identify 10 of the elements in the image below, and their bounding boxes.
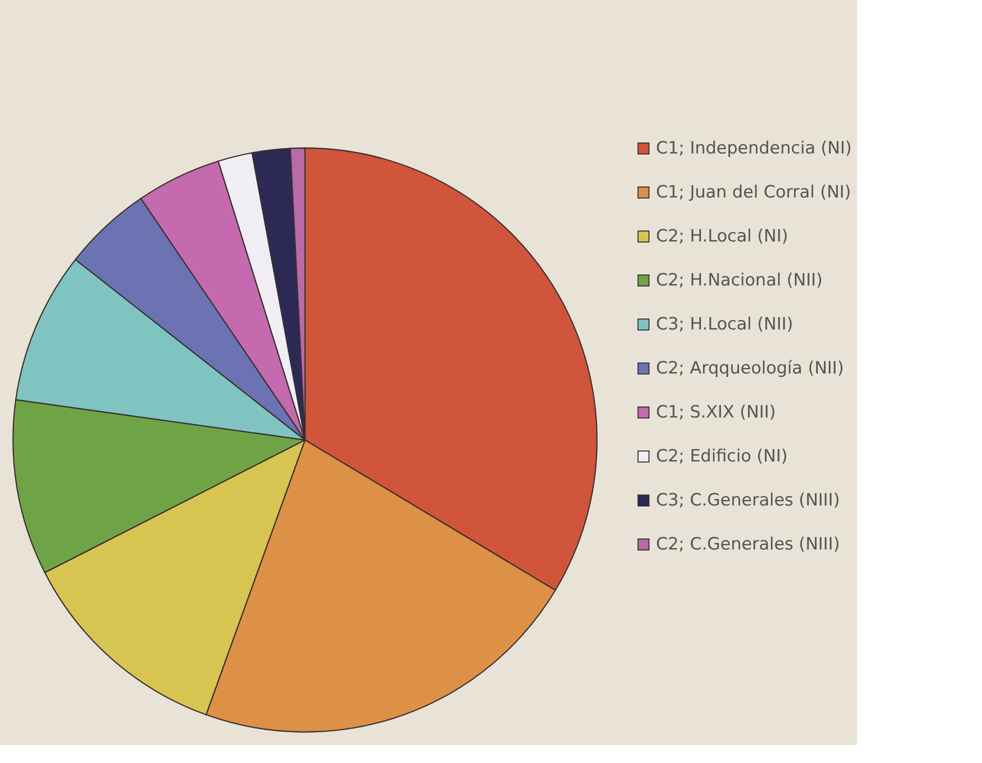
legend-label: C3; H.Local (NII) [656, 314, 794, 334]
legend-label: C1; Independencia (NI) [656, 138, 852, 158]
legend-label: C3; C.Generales (NIII) [656, 490, 840, 510]
legend-label: C2; Edificio (NI) [656, 446, 788, 466]
legend-label: C1; Juan del Corral (NI) [656, 182, 852, 202]
legend-label: C2; Arqqueología (NII) [656, 358, 844, 378]
legend-label: C1; S.XIX (NII) [656, 402, 776, 422]
legend-label: C2; H.Local (NI) [656, 226, 788, 246]
legend-label: C2; H.Nacional (NII) [656, 270, 823, 290]
legend-label: C2; C.Generales (NIII) [656, 534, 840, 554]
